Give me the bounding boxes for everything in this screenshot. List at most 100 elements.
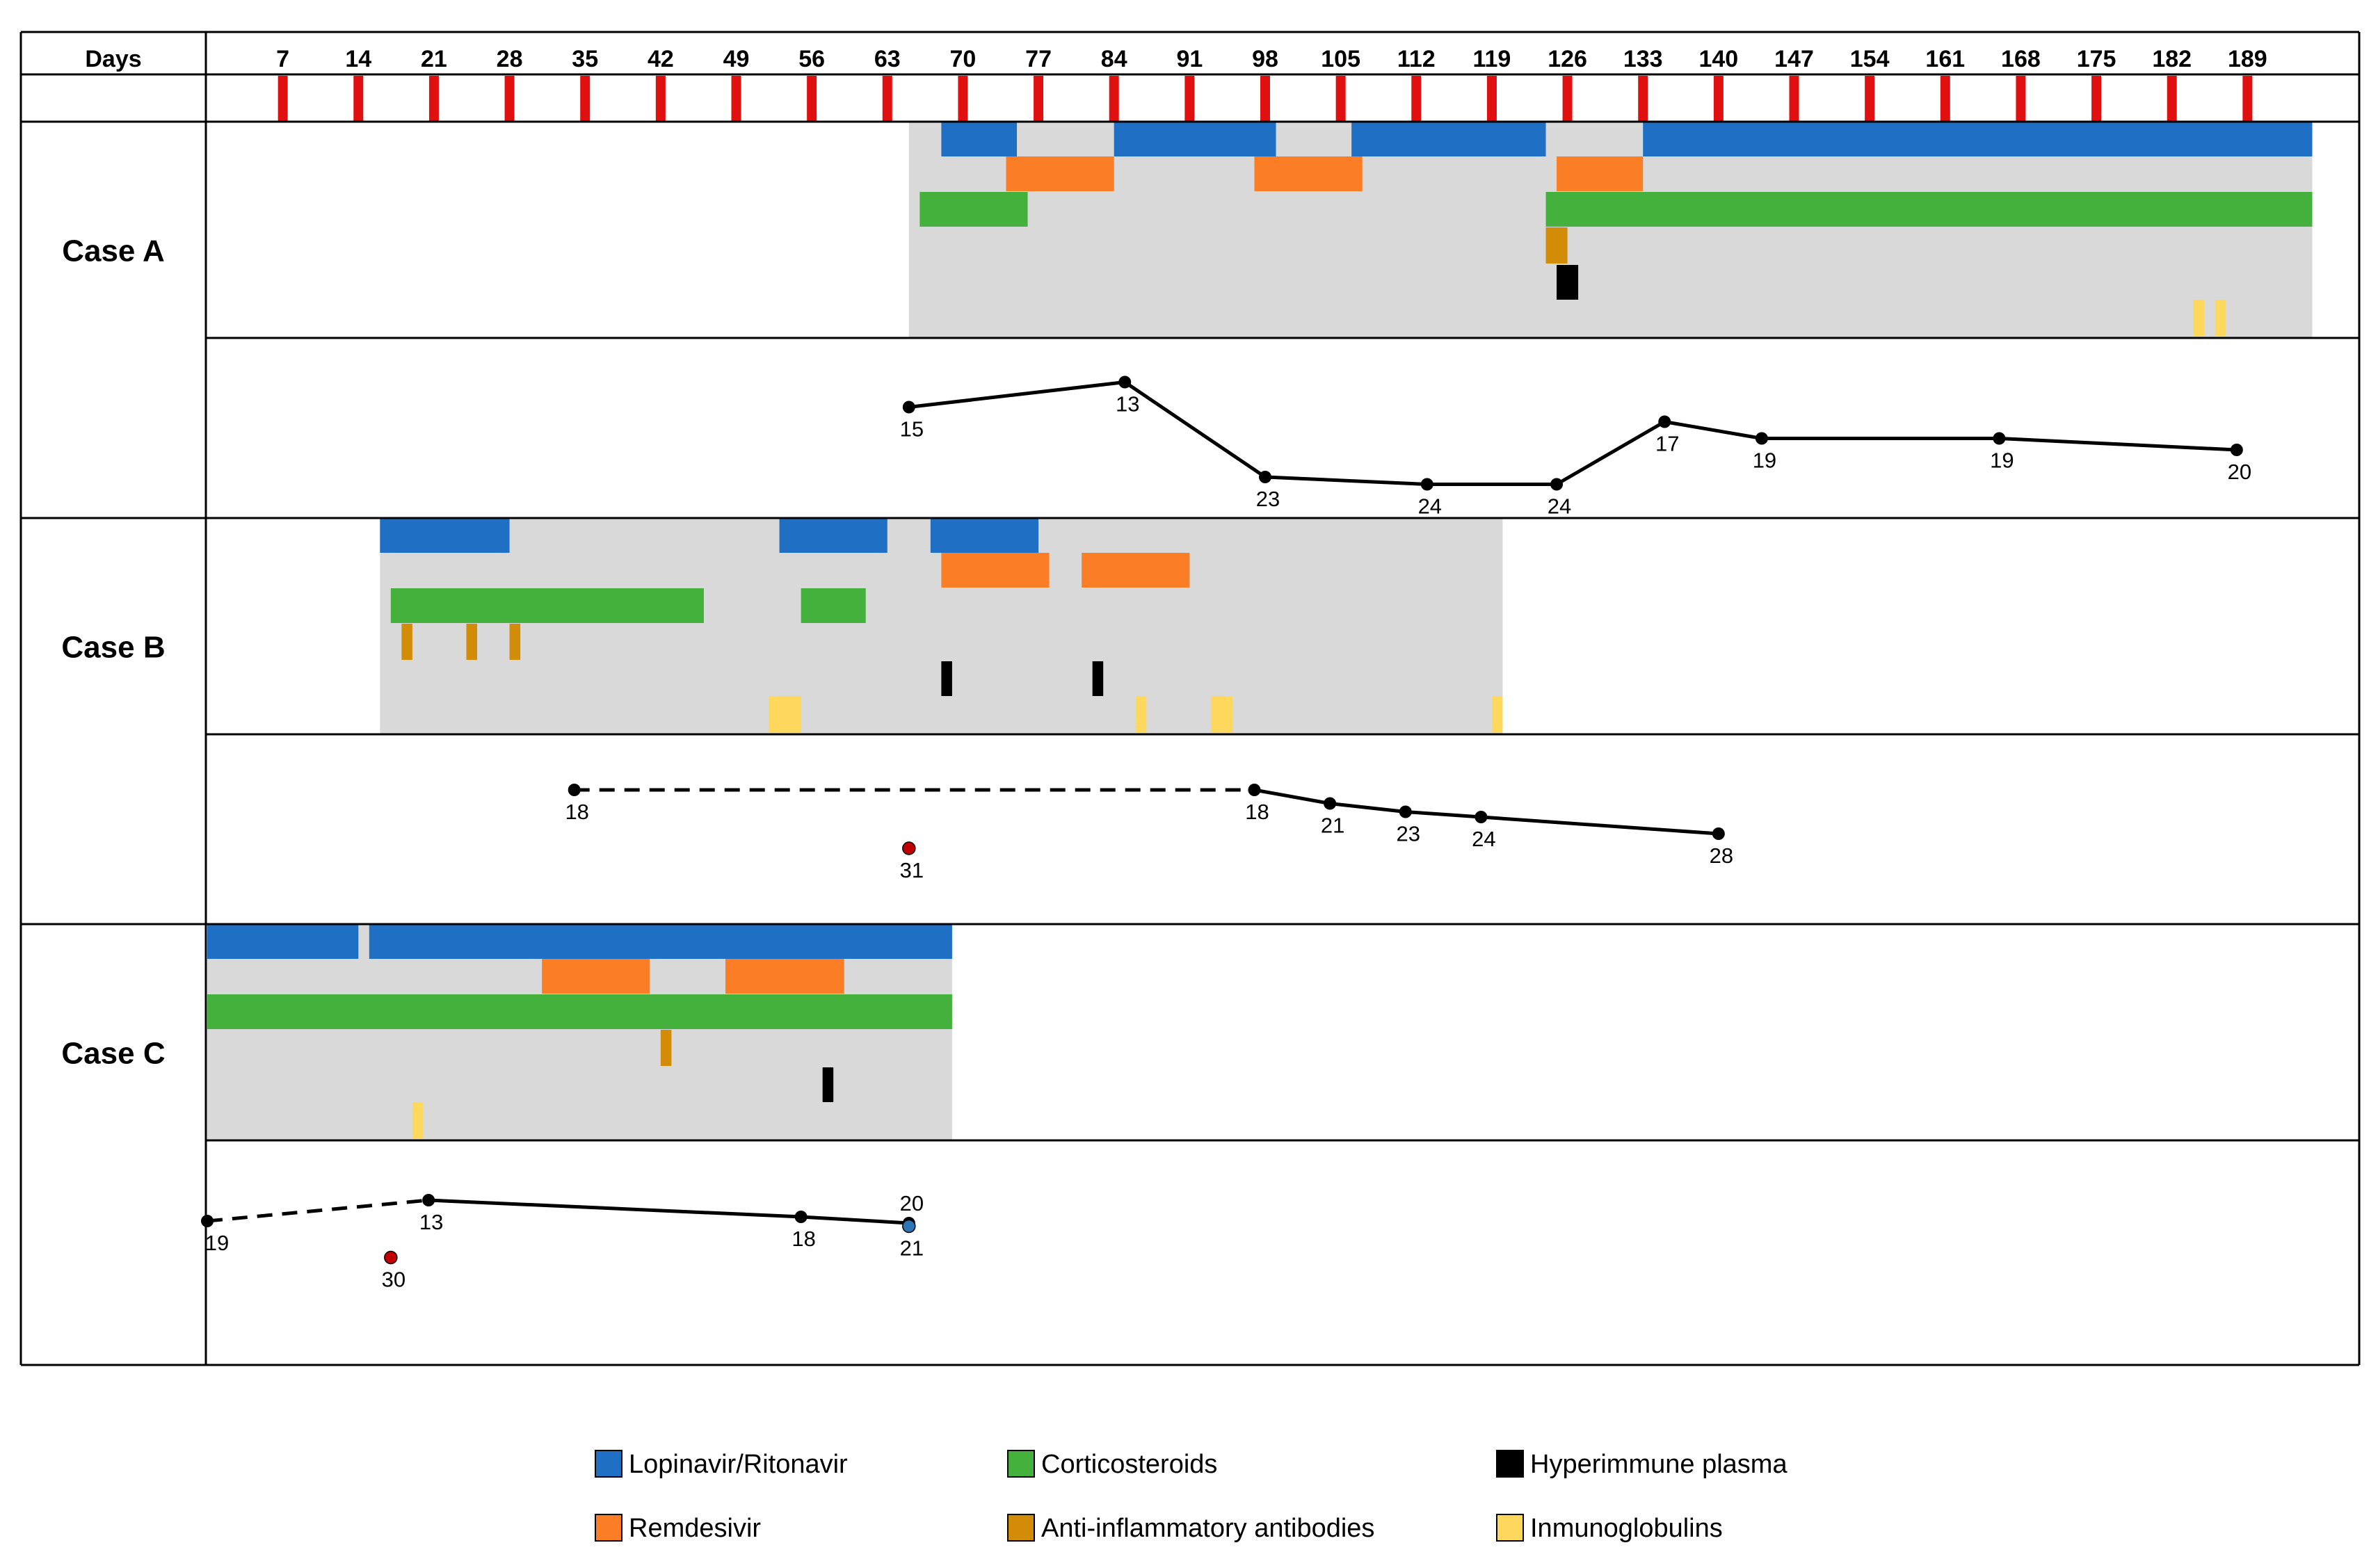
- treatment-bar-remdesivir: [1082, 553, 1190, 588]
- measurement-value-label: 24: [1418, 494, 1442, 519]
- measurement-value-label: 13: [419, 1210, 443, 1234]
- legend-label: Corticosteroids: [1041, 1450, 1217, 1479]
- case-label: Case C: [61, 1037, 165, 1071]
- treatment-bar-lopinavir: [779, 518, 887, 553]
- treatment-bar-lopinavir: [380, 518, 510, 553]
- legend-label: Hyperimmune plasma: [1530, 1450, 1787, 1479]
- treatment-bar-immunoglobulins: [2215, 300, 2226, 336]
- day-tick-label: 14: [345, 46, 371, 72]
- legend-swatch-immunoglobulins: [1496, 1514, 1524, 1542]
- day-tick-marker: [580, 76, 591, 122]
- day-tick-marker: [807, 76, 817, 122]
- measurement-point: [1993, 432, 2006, 445]
- legend-swatch-lopinavir: [595, 1450, 622, 1478]
- measurement-point: [1259, 471, 1271, 483]
- treatment-bar-remdesivir: [941, 553, 1050, 588]
- measurement-point: [568, 784, 581, 796]
- treatment-bar-corticosteroids: [801, 588, 866, 623]
- legend-label: Anti-inflammatory antibodies: [1041, 1514, 1374, 1543]
- day-tick-label: 84: [1101, 46, 1127, 72]
- day-tick-marker: [731, 76, 741, 122]
- treatment-bar-immunoglobulins: [1135, 696, 1147, 732]
- day-tick-label: 56: [798, 46, 825, 72]
- treatment-bar-anti-inflammatory: [401, 624, 412, 660]
- day-tick-marker: [1789, 76, 1799, 122]
- day-tick-label: 126: [1548, 46, 1587, 72]
- measurement-segment: [207, 1198, 429, 1223]
- measurement-value-label: 18: [792, 1227, 815, 1251]
- treatment-bar-lopinavir: [941, 122, 1018, 156]
- day-tick-label: 7: [276, 46, 289, 72]
- measurement-point: [1550, 478, 1564, 491]
- day-tick-label: 98: [1252, 46, 1278, 72]
- day-tick-label: 35: [572, 46, 598, 72]
- measurement-value-label: 24: [1548, 494, 1571, 519]
- treatment-bar-hyperimmune-plasma: [822, 1067, 834, 1102]
- day-tick-label: 154: [1850, 46, 1890, 72]
- treatment-bar-lopinavir: [369, 924, 952, 959]
- day-tick-marker: [1486, 76, 1497, 122]
- day-tick-label: 168: [2001, 46, 2041, 72]
- measurement-lines-layer: [207, 380, 2237, 1225]
- treatment-bar-corticosteroids: [390, 588, 704, 623]
- treatment-bar-corticosteroids: [207, 994, 952, 1029]
- day-tick-marker: [353, 76, 364, 122]
- treatment-bar-immunoglobulins: [2193, 300, 2205, 336]
- measurement-value-label: 20: [900, 1191, 924, 1215]
- measurement-segment: [1999, 437, 2237, 452]
- measurement-segment: [1481, 815, 1719, 836]
- measurement-point: [1118, 375, 1132, 389]
- labels-layer: Days 7 14 21 28 35 42 49 56 63 70 77 84 91 98 105 112 119…: [61, 46, 2267, 1292]
- day-tick-marker: [1034, 76, 1044, 122]
- day-tick-marker: [1335, 76, 1346, 122]
- measurement-point-red: [384, 1250, 398, 1265]
- measurement-point: [1755, 432, 1768, 445]
- day-tick-label: 133: [1623, 46, 1663, 72]
- treatment-bar-immunoglobulins: [769, 696, 801, 732]
- treatment-bar-immunoglobulins: [1211, 696, 1233, 732]
- day-tick-marker: [428, 76, 439, 122]
- legend-swatch-remdesivir: [595, 1514, 622, 1542]
- measurement-value-label: 18: [1245, 800, 1269, 824]
- day-tick-label: 28: [497, 46, 523, 72]
- day-tick-marker: [1940, 76, 1950, 122]
- case-label: Case B: [61, 631, 165, 665]
- table-grid-layer: [19, 31, 2361, 1366]
- legend-swatch-corticosteroids: [1007, 1450, 1035, 1478]
- measurement-point: [1658, 415, 1671, 428]
- treatment-bar-hyperimmune-plasma: [1557, 265, 1579, 300]
- treatment-bar-remdesivir: [1557, 156, 1644, 191]
- day-tick-label: 147: [1774, 46, 1814, 72]
- treatment-bar-immunoglobulins: [1491, 696, 1503, 732]
- day-tick-marker: [1865, 76, 1875, 122]
- day-tick-label: 70: [950, 46, 977, 72]
- treatment-bar-remdesivir: [1254, 156, 1363, 191]
- legend: Lopinavir/Ritonavir Corticosteroids Hyperi…: [595, 1450, 1787, 1543]
- measurement-point-blue: [902, 1219, 916, 1234]
- treatment-bar-lopinavir: [1351, 122, 1546, 156]
- day-tick-marker: [2167, 76, 2177, 122]
- day-tick-label: 105: [1321, 46, 1360, 72]
- measurement-value-label: 18: [565, 800, 588, 824]
- day-tick-label: 161: [1925, 46, 1965, 72]
- measurement-value-label: 31: [900, 858, 924, 882]
- measurement-segment: [1664, 420, 1762, 440]
- measurement-value-label: 13: [1116, 392, 1139, 417]
- measurement-segment: [1555, 420, 1666, 486]
- measurement-segment: [1254, 788, 1331, 805]
- day-tick-marker: [1713, 76, 1724, 122]
- day-tick-marker: [1411, 76, 1422, 122]
- day-tick-label: 91: [1176, 46, 1203, 72]
- measurement-point: [1420, 478, 1433, 491]
- day-tick-marker: [1562, 76, 1573, 122]
- day-tick-marker: [278, 76, 288, 122]
- legend-swatch-anti-inflammatory: [1007, 1514, 1035, 1542]
- measurement-value-label: 17: [1655, 432, 1679, 456]
- measurement-point: [902, 401, 915, 414]
- treatment-bars-layer: [207, 122, 2313, 1138]
- measurement-point: [422, 1194, 435, 1206]
- measurement-value-label: 21: [900, 1236, 924, 1261]
- measurement-value-label: 15: [900, 417, 924, 442]
- treatment-bar-remdesivir: [725, 959, 844, 994]
